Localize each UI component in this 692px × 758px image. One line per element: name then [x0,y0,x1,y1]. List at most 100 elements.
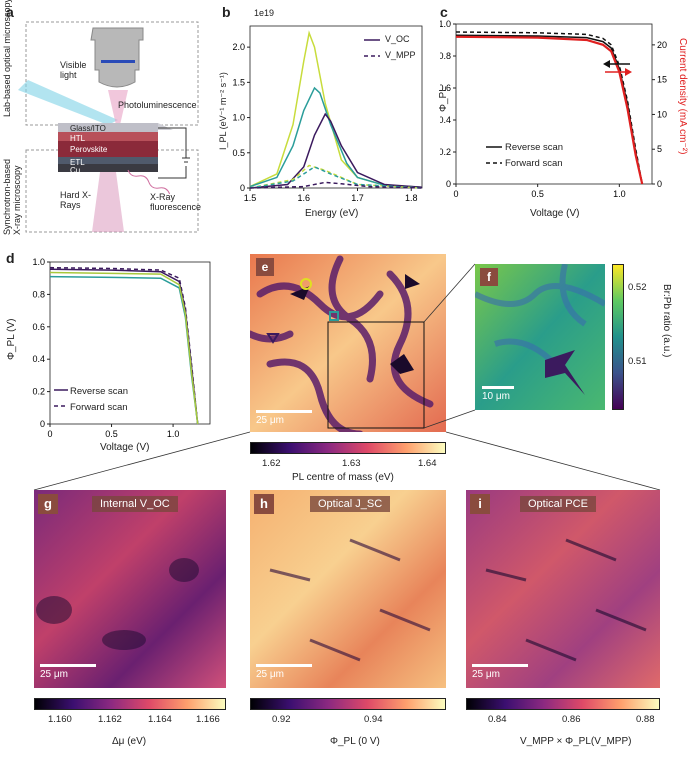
h-tick-1: 0.94 [364,714,383,725]
panel-a-label: a [6,4,14,20]
arrow-left-head [603,60,610,68]
chart-c: 0 0.5 1.0 0 0.2 0.4 0.6 0.8 1.0 0 5 10 15 20 [440,19,667,199]
h-title: Optical J_SC [310,496,391,512]
i-tick-1: 0.86 [562,714,581,725]
series-line-3 [49,271,199,425]
e-tick-0: 1.62 [262,458,281,469]
colorbar-f [612,264,624,410]
c-legend-forward: Forward scan [505,158,563,169]
lab-based-label: Lab-based optical microscopy [2,0,12,117]
series-line-1 [249,86,423,189]
schematic-a [8,20,218,235]
scale-bar-g: 25 μm [40,664,96,680]
scale-label-g: 25 μm [40,669,68,680]
colorbar-e [250,442,446,454]
y-tick-label: 1.0 [32,257,45,267]
layer-etl: ETL [70,158,85,167]
scale-bar-e: 25 μm [256,410,312,426]
y-tick-label: 2.0 [232,42,245,52]
panel-e-label: e [256,258,274,276]
panel-c-label: c [440,4,448,20]
c-ylabel-right: Current density (mA cm⁻²) [677,38,688,155]
c-xlabel: Voltage (V) [530,208,580,219]
c-legend-reverse: Reverse scan [505,142,564,153]
panel-i-label: i [470,494,490,514]
series-line-0 [49,268,199,425]
e-cbar-label: PL centre of mass (eV) [292,472,394,483]
panel-f-label: f [480,268,498,286]
c-ylabel: Φ_PL [438,86,449,112]
b-ylabel: I_PL (eV⁻¹ m⁻² s⁻¹) [218,72,228,150]
b-legend-voc: V_OC [385,34,410,44]
d-legend-forward: Forward scan [70,402,128,413]
panel-h-label: h [254,494,274,514]
series-line-4 [249,166,423,189]
d-ylabel: Φ_PL (V) [6,318,17,360]
plot-frame [249,25,423,189]
scale-bar-f: 10 μm [482,386,514,402]
b-legend-vmpp: V_MPP [385,50,416,60]
f-cbar-label: Br:Pb ratio (a.u.) [661,284,672,358]
y-tick-label: 0.8 [32,289,45,299]
y2-tick-label: 15 [657,75,667,85]
series-line-2 [455,35,644,185]
y2-tick-label: 10 [657,109,667,119]
series-line-5 [249,181,423,189]
y2-tick-label: 5 [657,144,662,154]
b-exponent: 1e19 [254,8,275,18]
y-tick-label: 0.6 [440,83,451,93]
scale-label-e: 25 μm [256,415,284,426]
x-tick-label: 1.0 [167,429,180,439]
x-tick-label: 1.8 [405,193,418,203]
panel-g-label: g [38,494,58,514]
x-tick-label: 1.6 [297,193,310,203]
g-tick-0: 1.160 [48,714,72,725]
plot-frame [455,23,653,185]
y-tick-label: 0.8 [440,51,451,61]
x-tick-label: 1.7 [351,193,364,203]
scale-bar-i: 25 μm [472,664,528,680]
e-tick-2: 1.64 [418,458,437,469]
h-tick-0: 0.92 [272,714,291,725]
g-tick-3: 1.166 [196,714,220,725]
y-tick-label: 0 [240,183,245,193]
scale-label-i: 25 μm [472,669,500,680]
chart-d: 0 0.5 1.0 0 0.2 0.4 0.6 0.8 1.0 [32,257,211,439]
colorbar-g [34,698,226,710]
y-tick-label: 0.6 [32,322,45,332]
i-tick-2: 0.88 [636,714,655,725]
synchrotron-label: Synchrotron-based X-ray microscopy [2,158,22,235]
g-tick-2: 1.164 [148,714,172,725]
d-legend-reverse: Reverse scan [70,386,129,397]
scale-label-h: 25 μm [256,669,284,680]
g-title: Internal V_OC [92,496,178,512]
series-line-2 [249,112,423,189]
y-tick-label: 1.0 [440,19,451,29]
i-tick-0: 0.84 [488,714,507,725]
plot-frame [49,261,211,425]
visible-light-label: Visible light [60,60,87,80]
series-line-1 [49,266,199,425]
y-tick-label: 0.4 [440,115,451,125]
y-tick-label: 1.5 [232,77,245,87]
photoluminescence-label: Photoluminescence [118,100,197,110]
map-i [466,490,660,688]
pl-map-e [250,254,446,432]
x-tick-label: 0 [453,189,458,199]
h-cbar-label: Φ_PL (0 V) [330,736,380,747]
f-tick-1: 0.51 [628,356,647,367]
y2-tick-label: 0 [657,179,662,189]
arrow-right-head [625,68,632,76]
layer-cu: Cu [70,166,81,175]
x-tick-label: 0 [47,429,52,439]
x-tick-label: 0.5 [105,429,118,439]
xray-fluorescence-label: X-Ray fluorescence [150,192,202,212]
colorbar-i [466,698,660,710]
b-xlabel: Energy (eV) [305,208,359,219]
i-title: Optical PCE [520,496,596,512]
x-tick-label: 1.0 [613,189,626,199]
x-tick-label: 0.5 [531,189,544,199]
g-cbar-label: Δμ (eV) [112,736,147,747]
hard-xrays-label: Hard X-Rays [60,190,92,210]
y2-tick-label: 20 [657,40,667,50]
